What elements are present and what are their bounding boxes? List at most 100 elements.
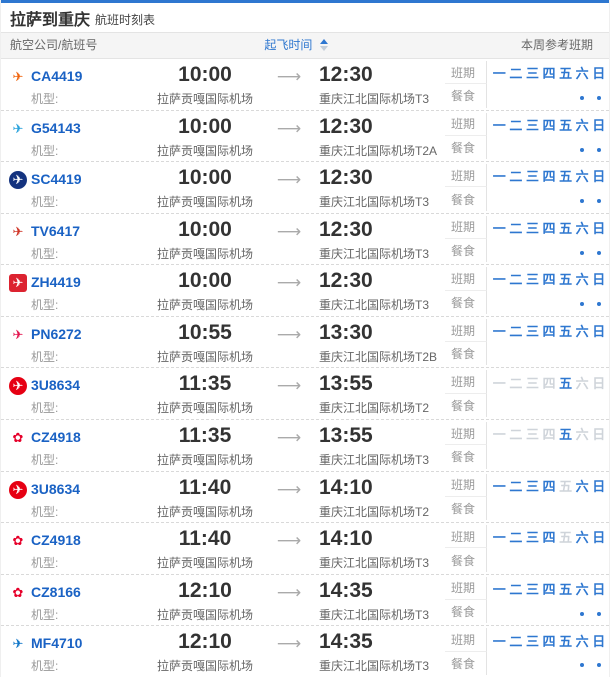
day-sun: 日 [592, 633, 606, 649]
day-tue: 二 [509, 427, 523, 443]
flight-number-link[interactable]: CZ4918 [31, 532, 81, 549]
meal-dot-sat [580, 147, 585, 152]
departure-time: 10:00 [178, 217, 232, 241]
day-mon: 一 [492, 581, 506, 597]
meal-dots-row [487, 84, 607, 107]
departure-time: 10:00 [178, 63, 232, 86]
flight-number-link[interactable]: MF4710 [31, 635, 83, 652]
day-sat: 六 [575, 169, 589, 185]
day-wed: 三 [525, 272, 539, 288]
day-fri: 五 [559, 220, 573, 236]
schedule-days: 一 二 三 四 五 六 日 [487, 319, 607, 342]
flight-number-link[interactable]: PN6272 [31, 325, 82, 342]
arrival-time: 12:30 [319, 63, 373, 86]
airline-logo-icon: ✈ [12, 223, 24, 239]
day-thu: 四 [542, 633, 556, 649]
arrival-time: 13:55 [319, 424, 373, 448]
day-sun: 日 [592, 581, 606, 597]
airline-logo-icon: ✈ [12, 69, 24, 84]
page-subtitle: 航班时刻表 [95, 12, 156, 27]
day-wed: 三 [525, 633, 539, 649]
flight-number-link[interactable]: G54143 [31, 119, 81, 136]
day-tue: 二 [509, 169, 523, 185]
schedule-days: 一 二 三 四 五 六 日 [487, 61, 607, 84]
day-thu: 四 [542, 375, 556, 391]
sort-asc-icon [319, 38, 328, 51]
day-sun: 日 [592, 272, 606, 288]
flight-number-link[interactable]: CA4419 [31, 68, 83, 84]
meal-dots-row [487, 291, 607, 314]
day-fri: 五 [559, 66, 573, 82]
day-sat: 六 [575, 427, 589, 443]
airline-logo-icon: ✈ [12, 636, 24, 652]
flight-row: ✈ PN6272 机型: 10:55 拉萨贡嘎国际机场 ⟶ 13:30 重庆江北… [1, 316, 609, 369]
day-fri: 五 [559, 427, 573, 443]
flight-direction-arrow-icon: ⟶ [276, 67, 302, 86]
flight-number-link[interactable]: CZ8166 [31, 583, 81, 600]
flight-row: ✈ 3U8634 机型: 11:40 拉萨贡嘎国际机场 ⟶ 14:10 重庆江北… [1, 471, 609, 524]
day-mon: 一 [492, 272, 506, 288]
flight-row: ✿ CZ4918 机型: 11:35 拉萨贡嘎国际机场 ⟶ 13:55 重庆江北… [1, 420, 609, 472]
column-header-week-schedule: 本周参考班期 [520, 38, 593, 52]
flight-number-link[interactable]: SC4419 [31, 171, 82, 188]
flight-number-link[interactable]: 3U8634 [31, 480, 81, 497]
day-sat: 六 [575, 633, 589, 649]
day-tue: 二 [509, 66, 523, 82]
flight-direction-arrow-icon: ⟶ [276, 479, 302, 499]
aircraft-type-label: 机型: [31, 195, 59, 210]
week-schedule-block: 班期 一 二 三 四 五 六 日 餐食 [445, 267, 607, 314]
meal-dot-sat [580, 663, 585, 668]
arrival-time: 12:30 [319, 217, 373, 241]
day-mon: 一 [492, 169, 506, 185]
sort-by-departure-time[interactable]: 起飞时间 [236, 33, 356, 58]
aircraft-type-label: 机型: [31, 246, 59, 261]
day-tue: 二 [509, 478, 523, 494]
arrival-time: 14:10 [319, 475, 373, 499]
departure-airport: 拉萨贡嘎国际机场 [156, 246, 253, 261]
flight-direction-arrow-icon: ⟶ [276, 118, 302, 138]
arrival-airport: 重庆江北国际机场T2 [319, 504, 430, 519]
arrival-time: 14:35 [319, 630, 373, 654]
week-schedule-block: 班期 一 二 三 四 五 六 日 餐食 [445, 370, 607, 418]
week-schedule-block: 班期 一 二 三 四 五 六 日 餐食 [445, 628, 607, 675]
arrival-time: 12:30 [319, 269, 373, 293]
departure-airport: 拉萨贡嘎国际机场 [156, 504, 253, 519]
meal-dot-sun [596, 611, 601, 616]
flight-direction-arrow-icon: ⟶ [276, 428, 302, 448]
meal-dots-row [487, 652, 607, 675]
top-accent-bar [1, 0, 609, 3]
departure-airport: 拉萨贡嘎国际机场 [156, 556, 253, 571]
schedule-days: 一 二 三 四 五 六 日 [487, 525, 607, 548]
airline-logo-icon: ✈ [9, 274, 27, 293]
departure-time: 11:35 [178, 424, 232, 448]
arrival-airport: 重庆江北国际机场T3 [319, 556, 430, 571]
meal-dot-sat [580, 611, 585, 616]
column-header-departure: 起飞时间 [264, 38, 313, 52]
day-sun: 日 [592, 427, 606, 443]
flight-number-link[interactable]: 3U8634 [31, 377, 81, 394]
day-sat: 六 [575, 324, 589, 340]
flight-number-link[interactable]: CZ4918 [31, 429, 81, 446]
flight-direction-arrow-icon: ⟶ [276, 221, 302, 241]
flight-number-link[interactable]: TV6417 [31, 222, 81, 239]
departure-time: 11:40 [178, 527, 232, 551]
aircraft-type-label: 机型: [31, 92, 59, 106]
day-tue: 二 [509, 530, 523, 546]
day-sun: 日 [592, 169, 606, 185]
week-schedule-block: 班期 一 二 三 四 五 六 日 餐食 [445, 473, 607, 521]
flight-row: ✈ 3U8634 机型: 11:35 拉萨贡嘎国际机场 ⟶ 13:55 重庆江北… [1, 368, 609, 421]
day-thu: 四 [542, 272, 556, 288]
day-fri: 五 [559, 478, 573, 494]
aircraft-type-label: 机型: [31, 504, 59, 519]
schedule-days: 一 二 三 四 五 六 日 [487, 370, 607, 393]
table-header-row: 航空公司/航班号 起飞时间 本周参考班期 [1, 32, 609, 59]
day-sun: 日 [592, 478, 606, 494]
week-schedule-block: 班期 一 二 三 四 五 六 日 餐食 [445, 164, 607, 211]
day-wed: 三 [525, 530, 539, 546]
flight-direction-arrow-icon: ⟶ [276, 324, 302, 344]
schedule-label: 班期 [445, 318, 487, 343]
meal-label: 餐食 [445, 600, 487, 624]
arrival-airport: 重庆江北国际机场T3 [319, 453, 430, 468]
flight-number-link[interactable]: ZH4419 [31, 274, 81, 291]
arrival-airport: 重庆江北国际机场T3 [319, 246, 430, 261]
